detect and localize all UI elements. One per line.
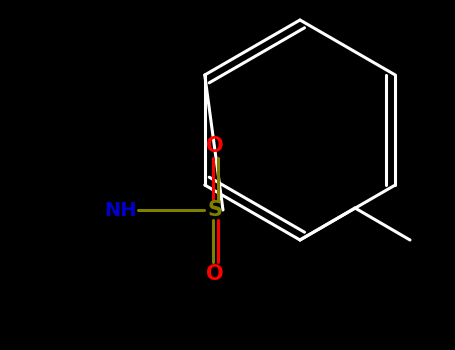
Text: S: S <box>207 200 222 220</box>
Text: O: O <box>206 264 224 284</box>
Text: NH: NH <box>104 201 136 219</box>
Text: O: O <box>206 136 224 156</box>
